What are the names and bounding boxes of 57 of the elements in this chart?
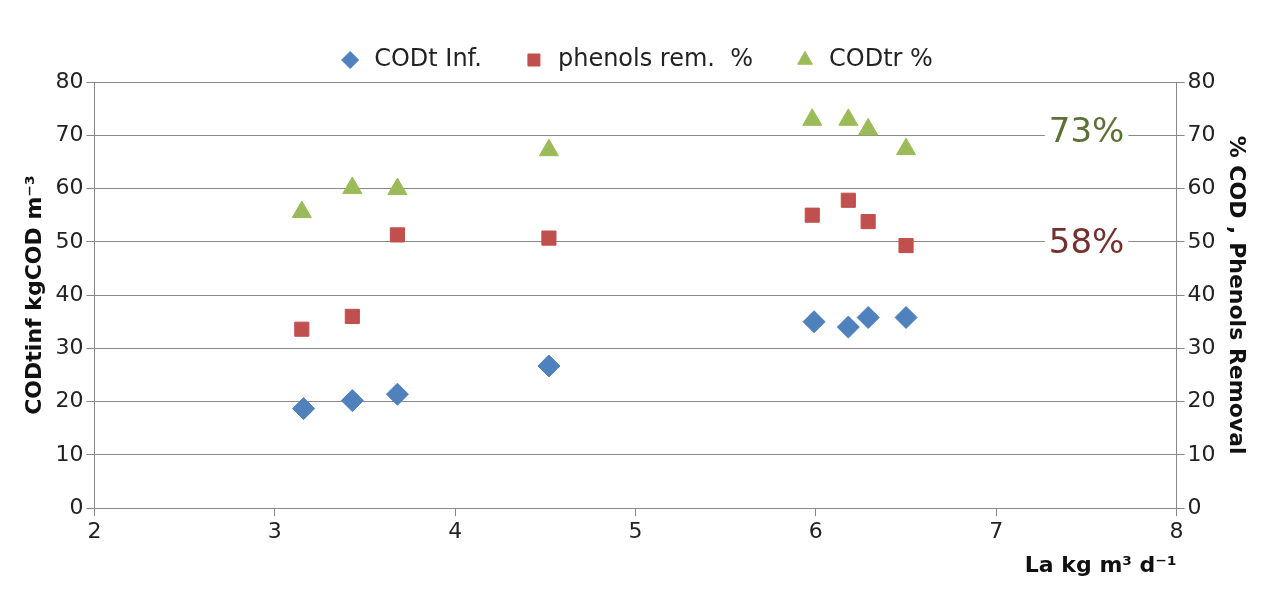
point [838, 108, 859, 126]
y2-tick-label: 10 [1187, 440, 1216, 466]
y2-axis-title: % COD , Phenols Removal [1225, 135, 1251, 455]
legend-label: CODtr % [829, 44, 933, 73]
y-tick-label: 0 [69, 493, 84, 519]
point [894, 305, 918, 329]
x-tick-label: 4 [448, 518, 463, 544]
point [387, 177, 408, 196]
y-axis-title: CODtinf kgCOD m⁻³ [20, 175, 46, 415]
point [840, 192, 856, 208]
point [896, 137, 917, 156]
y-tick-label: 50 [55, 227, 84, 253]
y2-tick-label: 20 [1187, 387, 1216, 413]
point [292, 397, 316, 421]
y-tick-label: 60 [55, 174, 84, 200]
point [294, 321, 310, 337]
point [856, 305, 880, 329]
y-tick-label: 70 [55, 120, 84, 146]
y2-tick-label: 70 [1187, 120, 1216, 146]
point [389, 227, 405, 243]
point [802, 310, 826, 334]
point [802, 108, 823, 126]
annotation: 58% [1048, 220, 1125, 261]
point [541, 230, 557, 246]
point [340, 389, 364, 413]
legend-label: CODt Inf. [374, 44, 482, 73]
y-tick-label: 10 [55, 440, 84, 466]
legend-label: phenols rem. % [557, 44, 754, 73]
y-tick-label: 20 [55, 387, 84, 413]
point [291, 200, 312, 218]
point [385, 382, 409, 406]
y2-tick-label: 60 [1187, 174, 1216, 200]
x-tick-label: 6 [808, 518, 823, 544]
point [860, 214, 876, 230]
point [804, 207, 820, 223]
y2-tick-label: 40 [1187, 280, 1216, 306]
y2-tick-label: 30 [1187, 334, 1216, 360]
point [538, 138, 559, 157]
annotation: 73% [1048, 109, 1125, 150]
x-tick-label: 7 [989, 518, 1004, 544]
point [342, 176, 363, 195]
y-tick-label: 30 [55, 334, 84, 360]
x-tick-label: 3 [267, 518, 282, 544]
y-tick-label: 40 [55, 280, 84, 306]
y2-tick-label: 80 [1187, 67, 1216, 93]
point [537, 354, 561, 378]
point [898, 237, 914, 254]
x-tick-label: 8 [1169, 518, 1184, 544]
point [836, 315, 860, 339]
x-tick-label: 5 [628, 518, 643, 544]
point [344, 308, 360, 324]
y-tick-label: 80 [55, 67, 84, 93]
x-tick-label: 2 [87, 518, 102, 544]
y2-tick-label: 50 [1187, 227, 1216, 253]
point [858, 117, 879, 136]
x-axis-title: La kg m³ d⁻¹ [1024, 551, 1177, 577]
y2-tick-label: 0 [1187, 493, 1202, 519]
